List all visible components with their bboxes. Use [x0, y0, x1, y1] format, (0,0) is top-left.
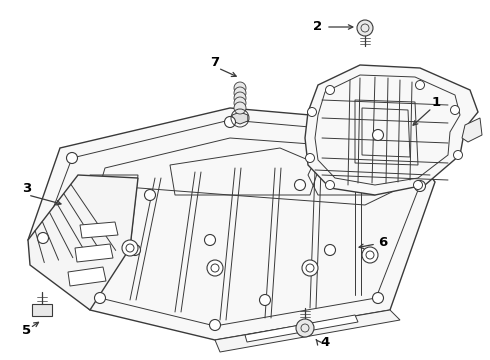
- Polygon shape: [28, 108, 435, 340]
- Circle shape: [305, 153, 315, 162]
- Circle shape: [308, 108, 317, 117]
- Circle shape: [362, 247, 378, 263]
- Circle shape: [234, 82, 246, 94]
- Circle shape: [38, 233, 49, 243]
- Circle shape: [211, 264, 219, 272]
- Text: 7: 7: [210, 55, 219, 68]
- Polygon shape: [32, 304, 52, 316]
- Text: 6: 6: [378, 235, 387, 248]
- Circle shape: [204, 234, 216, 246]
- Polygon shape: [215, 310, 400, 352]
- Circle shape: [306, 264, 314, 272]
- Polygon shape: [80, 222, 118, 238]
- Circle shape: [372, 130, 384, 140]
- Circle shape: [234, 102, 246, 114]
- Circle shape: [294, 180, 305, 190]
- Circle shape: [234, 87, 246, 99]
- Polygon shape: [75, 244, 113, 262]
- Circle shape: [324, 244, 336, 256]
- Circle shape: [129, 244, 141, 256]
- Circle shape: [234, 97, 246, 109]
- Circle shape: [450, 105, 460, 114]
- Circle shape: [95, 292, 105, 303]
- Text: 2: 2: [313, 21, 322, 33]
- Circle shape: [416, 81, 424, 90]
- Circle shape: [260, 294, 270, 306]
- Circle shape: [224, 117, 236, 127]
- Circle shape: [302, 260, 318, 276]
- Circle shape: [414, 180, 422, 189]
- Circle shape: [357, 20, 373, 36]
- Circle shape: [234, 92, 246, 104]
- Circle shape: [325, 85, 335, 94]
- Circle shape: [207, 260, 223, 276]
- Polygon shape: [305, 65, 478, 195]
- Polygon shape: [245, 315, 358, 342]
- Circle shape: [372, 292, 384, 303]
- Circle shape: [145, 189, 155, 201]
- Circle shape: [454, 150, 463, 159]
- Circle shape: [325, 180, 335, 189]
- Circle shape: [122, 240, 138, 256]
- Polygon shape: [232, 112, 248, 124]
- Circle shape: [296, 319, 314, 337]
- Text: 1: 1: [432, 96, 441, 109]
- Circle shape: [366, 251, 374, 259]
- Circle shape: [67, 153, 77, 163]
- Circle shape: [415, 180, 425, 192]
- Text: 3: 3: [22, 181, 31, 194]
- Text: 5: 5: [22, 324, 31, 337]
- Polygon shape: [462, 118, 482, 142]
- Polygon shape: [68, 267, 106, 286]
- Circle shape: [210, 320, 220, 330]
- Text: 4: 4: [320, 336, 329, 348]
- Polygon shape: [28, 175, 138, 310]
- Circle shape: [126, 244, 134, 252]
